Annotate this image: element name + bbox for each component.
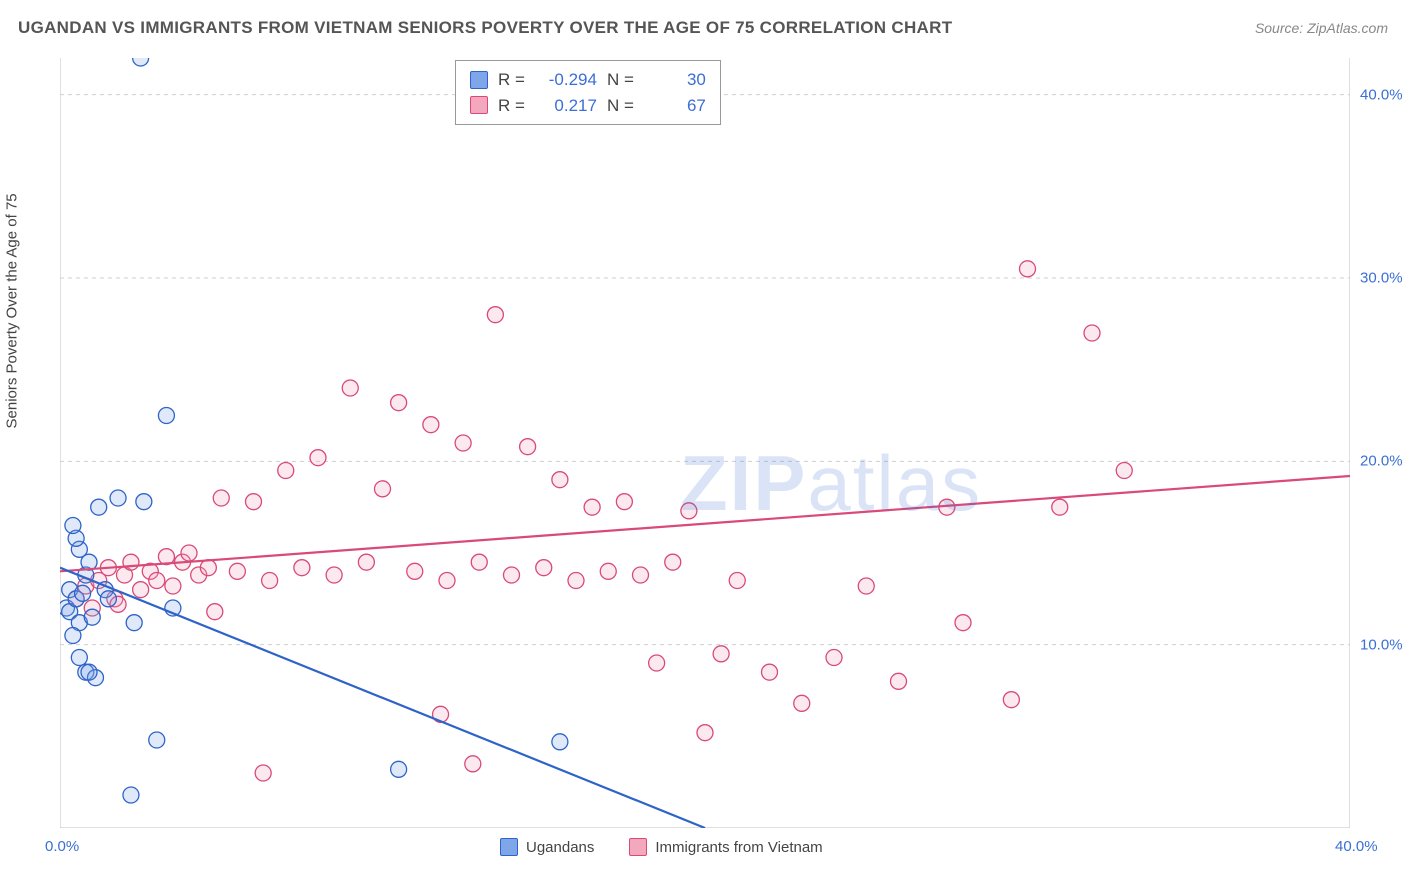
r-value-vietnam: 0.217: [535, 93, 597, 119]
chart-header: UGANDAN VS IMMIGRANTS FROM VIETNAM SENIO…: [18, 18, 1388, 38]
r-value-ugandans: -0.294: [535, 67, 597, 93]
legend-label-vietnam: Immigrants from Vietnam: [655, 839, 822, 856]
tick-label: 20.0%: [1360, 453, 1403, 470]
tick-label: 10.0%: [1360, 636, 1403, 653]
legend-stats-box: R = -0.294 N = 30 R = 0.217 N = 67: [455, 60, 721, 125]
legend-bottom: Ugandans Immigrants from Vietnam: [500, 838, 823, 856]
r-label: R =: [498, 93, 525, 119]
y-axis-label: Seniors Poverty Over the Age of 75: [4, 193, 21, 428]
tick-label: 40.0%: [1360, 86, 1403, 103]
legend-label-ugandans: Ugandans: [526, 839, 594, 856]
tick-label: 40.0%: [1335, 838, 1378, 855]
legend-stats-row-vietnam: R = 0.217 N = 67: [470, 93, 706, 119]
n-label: N =: [607, 67, 634, 93]
legend-stats-row-ugandans: R = -0.294 N = 30: [470, 67, 706, 93]
swatch-vietnam-icon: [470, 96, 488, 114]
tick-label: 30.0%: [1360, 270, 1403, 287]
n-label: N =: [607, 93, 634, 119]
tick-label: 0.0%: [45, 838, 79, 855]
chart-source: Source: ZipAtlas.com: [1255, 20, 1388, 36]
chart-area: ZIPatlas: [60, 58, 1350, 828]
legend-item-vietnam: Immigrants from Vietnam: [629, 838, 822, 856]
swatch-ugandans-icon: [470, 71, 488, 89]
chart-title: UGANDAN VS IMMIGRANTS FROM VIETNAM SENIO…: [18, 18, 952, 38]
legend-item-ugandans: Ugandans: [500, 838, 594, 856]
n-value-vietnam: 67: [644, 93, 706, 119]
swatch-ugandans-icon: [500, 838, 518, 856]
scatter-plot: [60, 58, 1350, 828]
n-value-ugandans: 30: [644, 67, 706, 93]
swatch-vietnam-icon: [629, 838, 647, 856]
r-label: R =: [498, 67, 525, 93]
